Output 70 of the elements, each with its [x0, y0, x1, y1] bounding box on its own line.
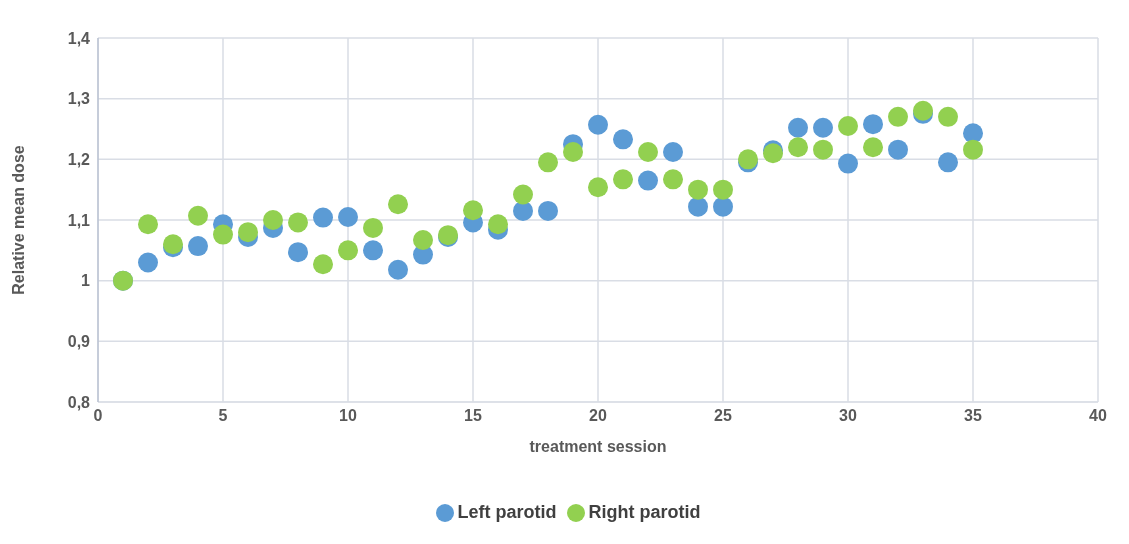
point [963, 123, 983, 144]
point [813, 117, 833, 138]
point [838, 115, 858, 136]
point [338, 240, 358, 261]
legend-label: Right parotid [588, 502, 701, 522]
point [263, 210, 283, 230]
point [638, 142, 658, 163]
point [888, 106, 908, 127]
point [313, 254, 333, 275]
point [138, 252, 158, 273]
point [288, 212, 308, 233]
point [713, 196, 733, 217]
point [363, 240, 383, 261]
y-tick-label: 1,4 [67, 29, 91, 47]
point [613, 169, 633, 190]
point [663, 142, 683, 163]
point [538, 200, 558, 221]
point [138, 214, 158, 235]
point [813, 139, 833, 160]
point [638, 170, 658, 191]
point [538, 152, 558, 173]
y-tick-label: 1,2 [67, 151, 91, 169]
point [488, 214, 508, 235]
x-tick-label: 30 [839, 407, 857, 425]
point [188, 236, 208, 257]
x-tick-label: 20 [589, 407, 607, 425]
point [938, 152, 958, 173]
point [288, 242, 308, 263]
x-tick-label: 0 [93, 407, 103, 425]
point [463, 200, 483, 221]
point [338, 206, 358, 227]
point [563, 142, 583, 163]
point [363, 217, 383, 238]
point [613, 129, 633, 150]
point [663, 169, 683, 190]
x-tick-label: 40 [1089, 407, 1107, 425]
point [688, 196, 708, 217]
point [963, 139, 983, 160]
point [688, 179, 708, 200]
x-tick-label: 35 [964, 407, 982, 425]
y-tick-label: 1,3 [67, 90, 91, 108]
x-tick-label: 10 [339, 407, 357, 425]
point [713, 179, 733, 200]
legend-label: Left parotid [457, 502, 557, 522]
point [213, 224, 233, 245]
point [838, 153, 858, 174]
x-tick-label: 25 [714, 407, 732, 425]
point [588, 177, 608, 198]
point [588, 114, 608, 135]
point [863, 114, 883, 135]
point [388, 259, 408, 280]
y-tick-label: 1,1 [67, 211, 91, 229]
point [313, 207, 333, 228]
point [513, 184, 533, 205]
x-tick-label: 15 [464, 407, 482, 425]
point [863, 137, 883, 158]
x-tick-label: 5 [218, 407, 228, 425]
point [188, 205, 208, 226]
point [513, 200, 533, 221]
y-axis-title: Relative mean dose [9, 145, 27, 295]
point [413, 230, 433, 251]
point [938, 106, 958, 127]
point [888, 139, 908, 160]
point [388, 194, 408, 215]
point [788, 117, 808, 138]
y-tick-label: 1 [81, 272, 91, 290]
y-tick-label: 0,8 [67, 393, 91, 411]
x-axis-title: treatment session [529, 438, 667, 455]
y-tick-label: 0,9 [67, 333, 91, 351]
point [788, 137, 808, 158]
